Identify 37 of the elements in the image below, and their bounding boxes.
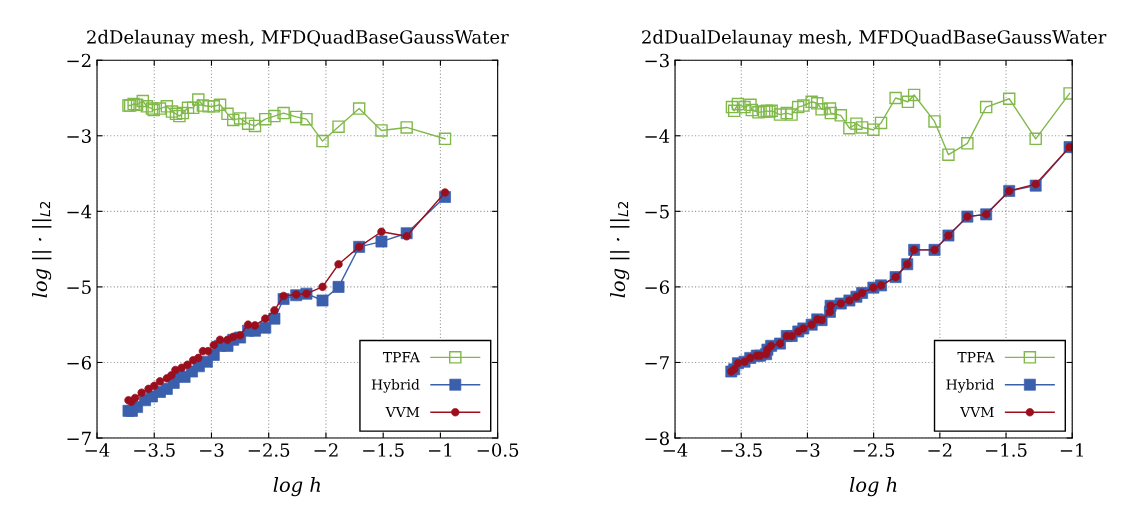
x-axis-title: log h <box>849 477 897 497</box>
x-tick-label: −1.5 <box>986 443 1027 457</box>
x-tick-label: −3.5 <box>134 443 175 457</box>
x-tick-label: −4 <box>85 443 110 457</box>
y-tick-label: −2 <box>67 53 91 68</box>
x-tick-label: −2.5 <box>248 443 290 457</box>
x-tick-label: −3 <box>200 443 224 457</box>
y-axis-title: log || · ||$_{L2}$ <box>32 201 52 298</box>
x-tick-label: −1.5 <box>363 443 404 457</box>
chart-title: 2dDelaunay mesh, MFDQuadBaseGaussWater <box>87 29 509 48</box>
y-tick-label: −5 <box>645 205 669 219</box>
x-tick-label: −2 <box>314 443 338 457</box>
x-axis-title: log h <box>273 477 321 497</box>
y-tick-label: −7 <box>645 356 669 370</box>
y-tick-label: −5 <box>67 280 91 295</box>
y-axis-title: log || · ||$_{L2}$ <box>610 201 630 298</box>
x-tick-label: −3 <box>796 443 820 457</box>
legend-label: Hybrid <box>371 379 420 393</box>
chart-title: 2dDualDelaunay mesh, MFDQuadBaseGaussWater <box>642 29 1107 48</box>
x-tick-label: −2 <box>928 443 952 457</box>
y-tick-label: −6 <box>645 280 670 295</box>
legend-label: VVM <box>960 406 994 418</box>
legend-label: TPFA <box>957 352 995 363</box>
y-tick-label: −6 <box>67 355 92 370</box>
y-tick-label: −3 <box>67 129 91 143</box>
legend-label: Hybrid <box>946 379 995 393</box>
y-tick-label: −3 <box>645 53 669 68</box>
x-tick-label: −3.5 <box>721 443 762 457</box>
legend-label: TPFA <box>382 352 421 363</box>
y-tick-label: −7 <box>67 431 91 445</box>
y-tick-label: −4 <box>67 204 92 219</box>
x-tick-label: −0.5 <box>477 443 519 457</box>
legend-label: VVM <box>385 406 420 418</box>
x-tick-label: −1 <box>1060 443 1083 457</box>
y-tick-label: −4 <box>645 129 670 143</box>
x-tick-label: −1 <box>429 443 452 457</box>
x-tick-label: −2.5 <box>853 443 895 457</box>
